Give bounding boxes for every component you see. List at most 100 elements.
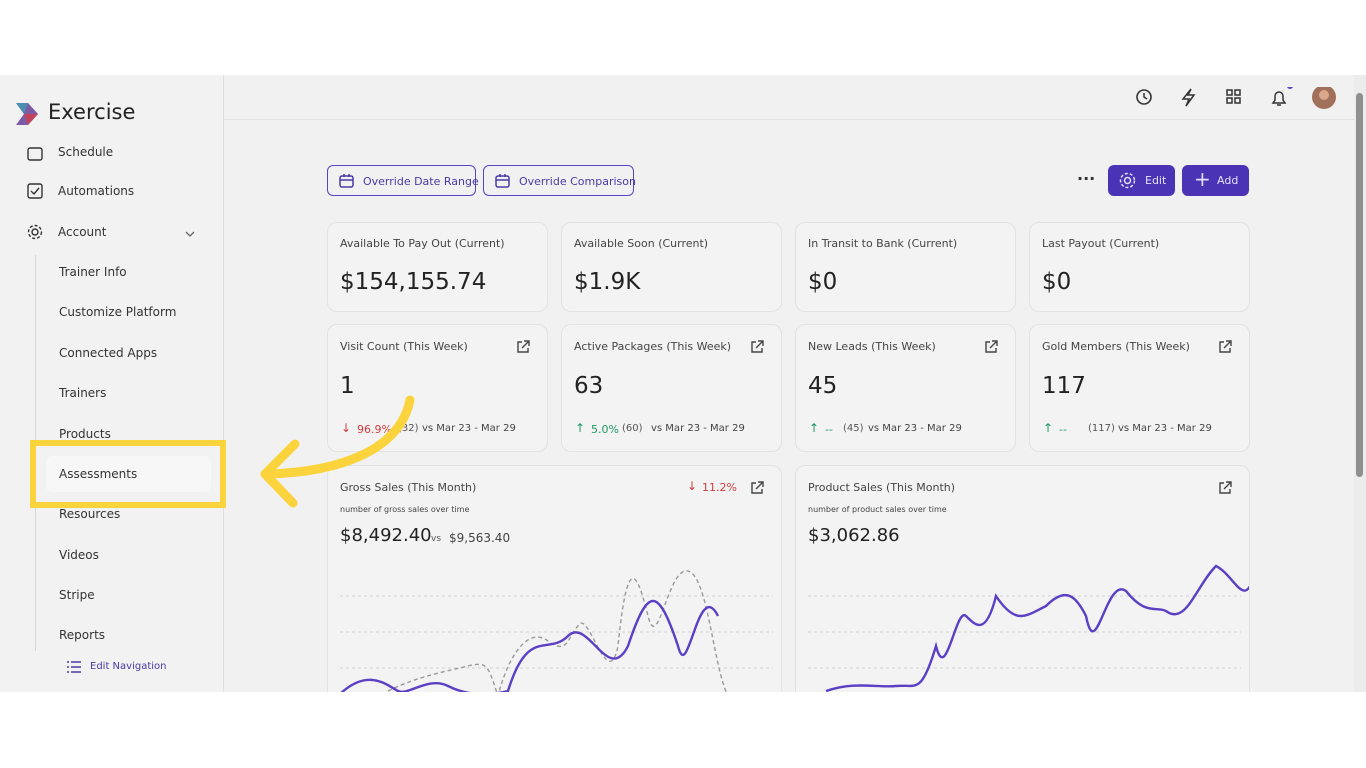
card-label: Active Packages (This Week) [574,340,732,353]
card-value: 63 [574,373,604,399]
schedule-icon [27,147,43,161]
highlighted-item[interactable]: Assessments [46,456,211,492]
stat-card: In Transit to Bank (Current) $0 [795,222,1016,312]
trend-arrow: ↓ [341,421,352,435]
change: 5.0% [591,423,619,436]
card-label: Gross Sales (This Month) [340,481,477,494]
bell-icon[interactable] [1271,91,1287,106]
chart-subtitle: number of product sales over time [808,505,947,514]
plus-icon: + [1194,167,1211,191]
open-icon [751,340,764,353]
edit-button[interactable]: Edit [1108,165,1175,196]
automations-icon [27,183,43,199]
chart-value: $3,062.86 [808,525,900,546]
card-label: Gold Members (This Week) [1042,340,1190,353]
trend-arrow: ↑ [1043,421,1054,435]
vs-label: vs [431,534,442,544]
header-divider [224,119,1354,120]
comparison-value: $9,563.40 [449,531,511,545]
card-value: $1.9K [574,269,641,295]
line-chart [808,564,1249,692]
card-label: Available Soon (Current) [574,237,709,250]
edit-navigation-link[interactable]: Edit Navigation [90,661,167,672]
sidebar-item[interactable]: Schedule [58,145,114,159]
stat-card: Last Payout (Current) $0 [1029,222,1250,312]
card-value: $0 [808,269,838,295]
sidebar-item[interactable]: Stripe [59,588,95,602]
override-comparison-button[interactable]: Override Comparison [483,165,636,196]
sidebar-item[interactable]: Trainer Info [59,265,127,279]
sidebar-item[interactable]: Account [58,225,107,239]
open-icon [985,340,998,353]
scrollbar [1354,75,1366,692]
stat-card: Available Soon (Current) $1.9K [561,222,782,312]
open-icon [751,481,764,494]
sidebar-item[interactable]: Videos [59,548,99,562]
trend-arrow: ↑ [575,421,586,435]
range: vs Mar 23 - Mar 29 [1118,423,1212,434]
open-icon [517,340,530,353]
card-value: 45 [808,373,838,399]
sidebar-item[interactable]: Resources [59,507,121,521]
history-icon[interactable] [1136,89,1152,105]
metric-card: Active Packages (This Week) 63 ↑ 5.0% (60) vs… [561,324,782,452]
line-chart [340,570,773,692]
metric-card: Visit Count (This Week) 1 ↓ 96.9% (32) vs Mar… [327,324,548,452]
change: 11.2% [702,481,737,494]
sidebar-item[interactable]: Automations [58,184,135,198]
card-label: Product Sales (This Month) [808,481,956,494]
edit-navigation-icon [67,661,81,673]
previous: (117) [1088,423,1115,434]
open-icon [1219,340,1232,353]
button-label: Add [1217,174,1239,187]
sidebar [0,75,224,692]
override-date-range-button[interactable]: Override Date Range [327,165,479,196]
apps-icon[interactable] [1226,89,1241,104]
sidebar-item[interactable]: Reports [59,628,106,642]
trend-arrow: ↓ [687,479,698,493]
stat-card: Available To Pay Out (Current) $154,155.7… [327,222,548,312]
change: 96.9% [357,423,392,436]
add-button[interactable]: + Add [1182,165,1249,196]
more-menu[interactable]: ··· [1077,169,1096,188]
card-value: 117 [1042,373,1086,399]
open-icon [1219,481,1232,494]
account-icon [27,224,43,240]
card-value: 1 [340,373,355,399]
range: vs Mar 23 - Mar 29 [651,423,745,434]
logo-mask [0,75,222,137]
chart-card: Product Sales (This Month) number of prod… [795,465,1250,692]
chart-card: Gross Sales (This Month) number of gross … [327,465,782,692]
card-value: $154,155.74 [340,269,487,295]
header-icons [1136,87,1336,109]
card-label: Available To Pay Out (Current) [340,237,505,250]
button-label: Edit [1145,174,1167,187]
sidebar-item[interactable]: Products [59,427,111,441]
chart-subtitle: number of gross sales over time [340,505,470,514]
chevron [185,231,195,237]
range: vs Mar 23 - Mar 29 [422,423,516,434]
card-value: $0 [1042,269,1072,295]
previous: (60) [622,423,643,434]
card-label: Visit Count (This Week) [340,340,468,353]
sidebar-item[interactable]: Customize Platform [59,305,177,319]
change: -- [1059,423,1067,436]
chart-value: $8,492.40 [340,525,432,546]
previous: (32) [398,423,419,434]
bolt-icon[interactable] [1181,88,1196,107]
sidebar-item[interactable]: Trainers [59,386,107,400]
card-label: Last Payout (Current) [1042,237,1160,250]
metric-card: Gold Members (This Week) 117 ↑ -- (117) vs Ma… [1029,324,1250,452]
sidebar-item[interactable]: Connected Apps [59,346,158,360]
brand-name: Exercise [48,100,136,124]
scrollbar-thumb [1356,93,1363,477]
highlight-box [30,440,226,508]
app-screenshot: Override Date Range Override Comparison … [0,75,1366,692]
card-label: New Leads (This Week) [808,340,936,353]
trend-arrow: ↑ [809,421,820,435]
logo-icon [16,103,38,125]
metric-card: New Leads (This Week) 45 ↑ -- (45) vs Mar 23 … [795,324,1016,452]
sidebar-item-label: Assessments [59,467,138,481]
change: -- [825,423,833,436]
